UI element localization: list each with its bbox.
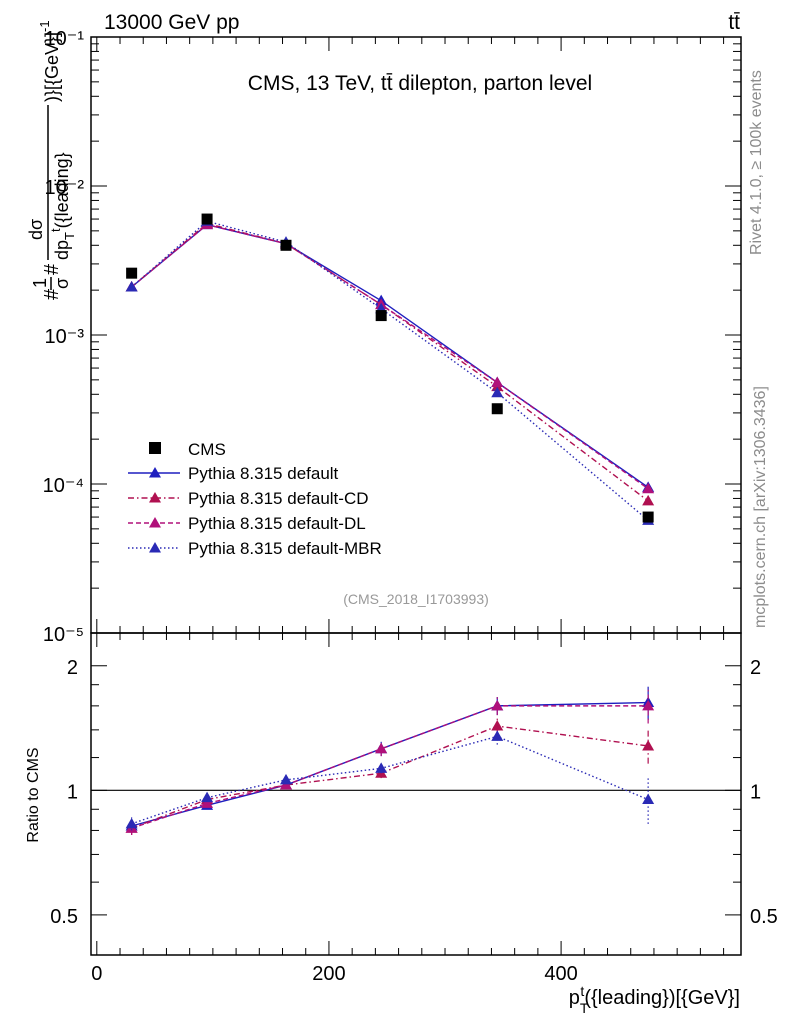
y-tick-label: 10⁻¹ (45, 28, 85, 50)
ratio-y-tick-label: 1 (67, 781, 78, 803)
analysis-id: (CMS_2018_I1703993) (343, 591, 489, 607)
legend-marker-cd (149, 492, 161, 503)
series-line-dl (131, 223, 649, 490)
series-point-dl (491, 376, 504, 387)
legend-label-cms: CMS (188, 440, 226, 459)
legend-label-mbr: Pythia 8.315 default-MBR (188, 539, 382, 558)
ratio-point-mbr (375, 762, 388, 773)
svg-text:#: # (41, 263, 63, 275)
ratio-point-cd (642, 739, 655, 751)
y-tick-label: 10⁻⁵ (43, 624, 84, 646)
mcplots-label: mcplots.cern.ch [arXiv:1306.3436] (752, 386, 769, 628)
svg-text:dσ: dσ (26, 219, 46, 240)
header-left: 13000 GeV pp (104, 11, 239, 34)
series-line-cd (131, 222, 649, 502)
cms-data-point (201, 213, 213, 225)
cms-data-point (280, 239, 292, 251)
svg-text:dpTt({leading}: dpTt({leading} (48, 152, 77, 260)
x-tick-label: 400 (544, 963, 577, 985)
ratio-y-tick-label-right: 1 (750, 781, 761, 803)
ratio-point-mbr (201, 791, 214, 803)
legend-label-default: Pythia 8.315 default (188, 464, 339, 483)
ratio-point-mbr (491, 730, 504, 741)
svg-text:)}[{GeV}]-1: )}[{GeV}]-1 (37, 20, 62, 102)
ratio-frame (90, 632, 742, 956)
legend-marker-default (149, 467, 161, 478)
ratio-y-tick-label-right: 2 (750, 657, 761, 679)
legend-marker-mbr (149, 542, 161, 553)
top-ylabel: # 1 σ # dσ dpTt({leading} )}[{GeV}]-1 (26, 20, 77, 300)
legend: CMS Pythia 8.315 default Pythia 8.315 defa… (128, 440, 382, 558)
legend-marker-cms (149, 442, 161, 454)
legend-label-dl: Pythia 8.315 default-DL (188, 514, 366, 533)
svg-text:#: # (41, 288, 63, 300)
ratio-point-dl (491, 699, 504, 711)
x-axis-label: pTt({leading})[{GeV}] (569, 983, 740, 1016)
cms-data-point (491, 403, 503, 415)
x-tick-label: 200 (312, 963, 345, 985)
series-point-mbr (491, 386, 504, 398)
ratio-line-mbr (131, 735, 649, 825)
ratio-y-tick-label-right: 0.5 (750, 906, 778, 928)
ratio-point-mbr (642, 793, 655, 805)
svg-text:pTt({leading})[{GeV}]: pTt({leading})[{GeV}] (569, 983, 740, 1016)
ratio-ylabel: Ratio to CMS (25, 747, 42, 842)
ratio-point-mbr (125, 817, 138, 829)
legend-marker-dl (149, 517, 161, 528)
ratio-point-cd (491, 720, 504, 731)
cms-data-point (642, 511, 654, 523)
ratio-point-dl (642, 699, 655, 711)
series-point-dl (642, 482, 655, 494)
y-tick-label: 10⁻⁴ (43, 475, 84, 497)
ratio-line-dl (131, 705, 649, 829)
svg-text:σ: σ (52, 278, 72, 289)
ratio-line-cd (131, 725, 649, 829)
ratio-y-tick-label: 0.5 (50, 906, 78, 928)
rivet-label: Rivet 4.1.0, ≥ 100k events (748, 70, 765, 255)
svg-text:1: 1 (30, 278, 50, 288)
cms-data-point (126, 267, 138, 279)
y-tick-label: 10⁻² (45, 177, 85, 199)
x-tick-label: 0 (91, 963, 102, 985)
ratio-y-tick-label: 2 (67, 657, 78, 679)
series-point-mbr (125, 280, 138, 292)
y-tick-label: 10⁻³ (45, 326, 85, 348)
ratio-point-dl (375, 742, 388, 754)
legend-label-cd: Pythia 8.315 default-CD (188, 489, 369, 508)
main-title: CMS, 13 TeV, tt̄ dilepton, parton level (248, 72, 592, 95)
series-point-cd (642, 494, 655, 506)
ratio-point-mbr (280, 773, 292, 785)
header-right: tt̄ (728, 11, 740, 34)
cms-data-point (375, 310, 387, 322)
ratio-point-dl (201, 797, 214, 808)
